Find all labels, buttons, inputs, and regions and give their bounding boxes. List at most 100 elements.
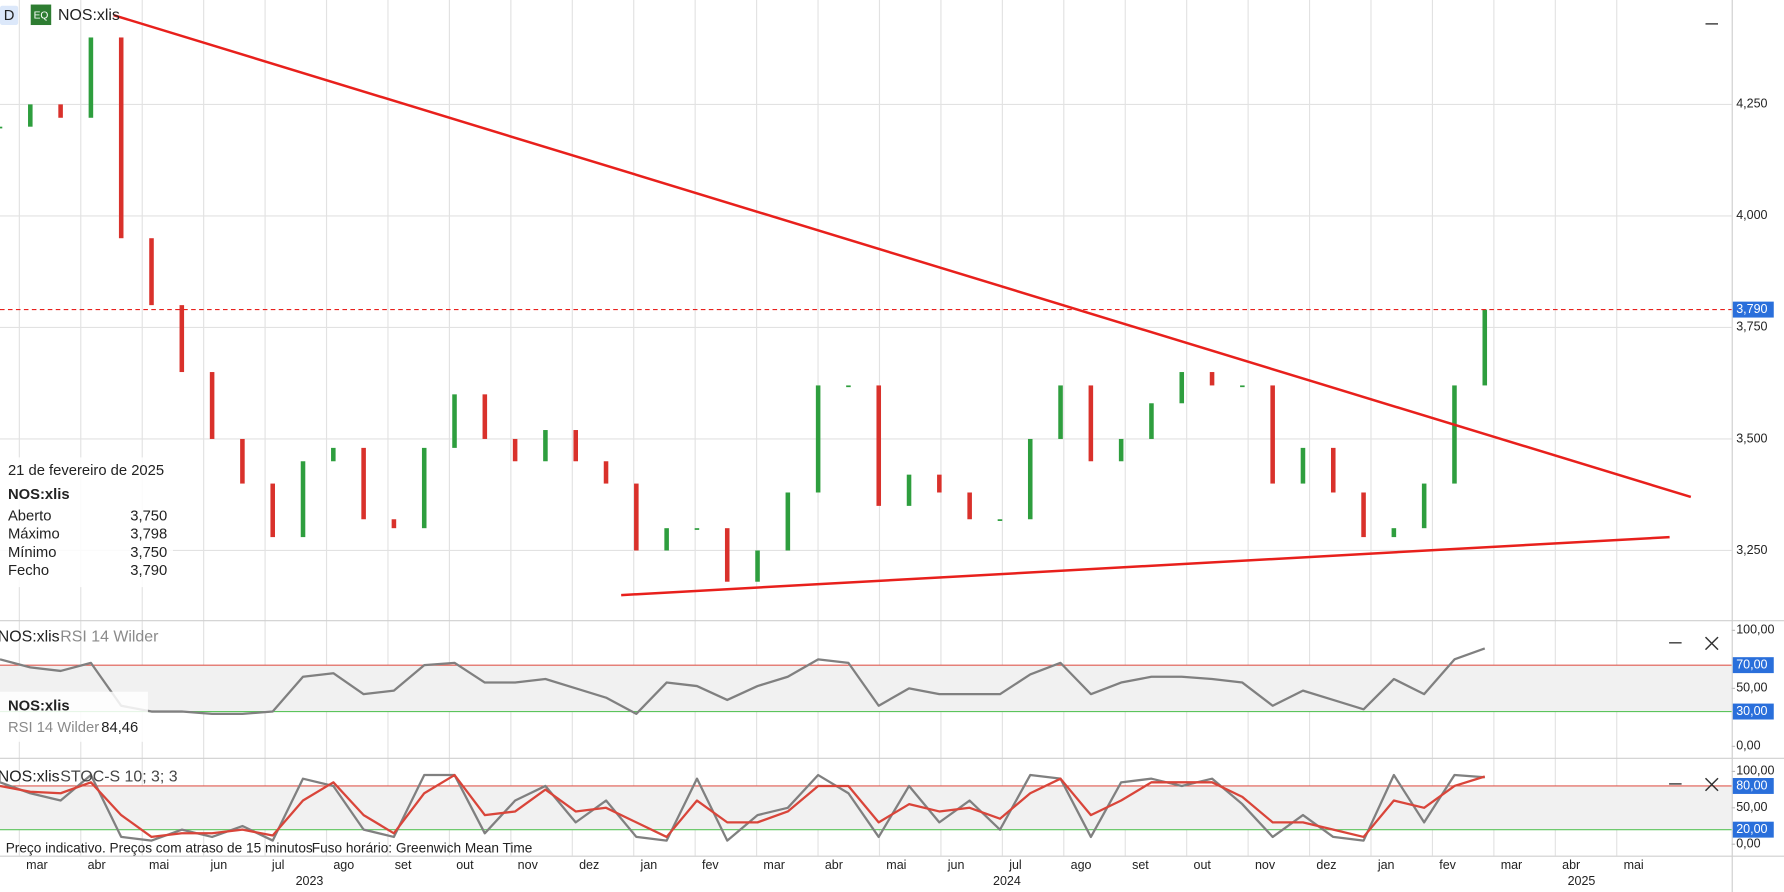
y-tick-label: 100,00 [1736,623,1774,637]
candle [1209,372,1215,386]
trendline [113,13,1692,499]
candle [785,492,791,551]
x-tick-label: out [456,858,474,872]
x-tick-label: abr [1562,858,1580,872]
info-row-value: 3,790 [130,563,167,579]
year-label: 2025 [1568,874,1596,888]
candle [906,474,912,506]
indicator-line [0,647,1486,715]
candle [118,37,124,239]
candle [240,438,245,484]
rsi-legend-value: 84,46 [101,720,138,736]
trendline [621,535,1670,597]
candle [209,372,215,439]
x-tick-label: fev [1439,858,1456,872]
candle [300,461,306,538]
x-tick-label: ago [1071,858,1092,872]
x-tick-label: fev [702,858,719,872]
x-tick-label: jul [1008,858,1022,872]
candle [179,305,185,373]
year-label: 2024 [993,874,1021,888]
info-row-value: 3,750 [130,545,167,561]
x-tick-label: jul [271,858,285,872]
pane-indicator: RSI 14 Wilder [60,628,159,645]
candle [1452,385,1457,484]
candle [88,37,94,118]
info-date: 21 de fevereiro de 2025 [8,463,164,479]
candle [361,447,366,520]
x-tick-label: jan [1377,858,1395,872]
y-tick-label: 0,00 [1736,837,1760,851]
x-tick-label: jun [947,858,965,872]
candle [58,104,63,118]
candle [573,430,579,462]
candle [937,474,942,493]
candle [1361,492,1366,538]
candle [512,438,518,462]
axis-highlight-label: 20,00 [1736,822,1767,836]
axis-highlight-label: 3,790 [1736,302,1767,316]
axis-highlight-label: 70,00 [1736,657,1767,671]
pane-symbol: NOS:xlis [0,628,60,645]
rsi-legend-name: RSI 14 Wilder [8,720,99,736]
candle [997,519,1003,521]
info-rows: Aberto 3,750 Máximo 3,798 Mínimo 3,750 Fecho 3,… [8,508,167,579]
y-tick-label: 4,250 [1736,97,1767,111]
x-tick-label: ago [333,858,354,872]
indicator-line [0,773,1485,842]
candle [1149,403,1154,439]
close-button[interactable] [1704,777,1719,792]
candle [1240,385,1245,388]
x-tick-label: abr [825,858,843,872]
y-tick-label: 4,000 [1736,208,1767,222]
candle [331,447,336,462]
candle [724,528,730,582]
x-tick-label: mai [886,858,906,872]
candle [846,385,851,388]
candle [694,528,700,530]
x-tick-label: mar [763,858,785,872]
candle [452,394,457,448]
info-row-label: Fecho [8,563,49,579]
candle [1330,447,1336,493]
rsi-legend-box [0,691,148,742]
candle [603,461,609,484]
y-tick-label: 0,00 [1736,739,1760,753]
axis-highlight [1732,821,1774,838]
pane-indicator: STOC-S 10; 3; 3 [60,768,177,785]
x-tick-label: mai [149,858,169,872]
data-layer [0,13,1732,842]
candle [634,483,639,551]
axis-highlight-label: 30,00 [1736,704,1767,718]
candle [1088,385,1094,462]
y-tick-label: 3,250 [1736,543,1767,557]
footer-note: Preço indicativo. Preços com atraso de 1… [6,840,313,855]
candle [0,126,3,129]
candle [876,385,882,506]
candle [664,528,669,551]
axis-highlight [1732,657,1774,674]
candle [1482,309,1488,386]
x-tick-label: mar [1501,858,1523,872]
candle [1179,372,1185,404]
candle [1270,385,1275,484]
instrument-badge [30,4,52,26]
x-tick-label: nov [518,858,539,872]
x-tick-label: nov [1255,858,1276,872]
candle [482,394,488,439]
candle [1118,438,1124,462]
x-tick-label: mar [26,858,48,872]
axis-highlight [1732,703,1774,720]
info-row-label: Mínimo [8,545,56,561]
x-tick-label: set [1132,858,1149,872]
info-row-value: 3,750 [130,508,167,524]
close-button[interactable] [1704,636,1719,651]
year-label: 2023 [296,874,324,888]
x-tick-label: set [395,858,412,872]
interval-badge[interactable] [0,5,19,26]
candle [1300,447,1306,484]
x-tick-label: jan [640,858,658,872]
x-tick-label: out [1194,858,1212,872]
